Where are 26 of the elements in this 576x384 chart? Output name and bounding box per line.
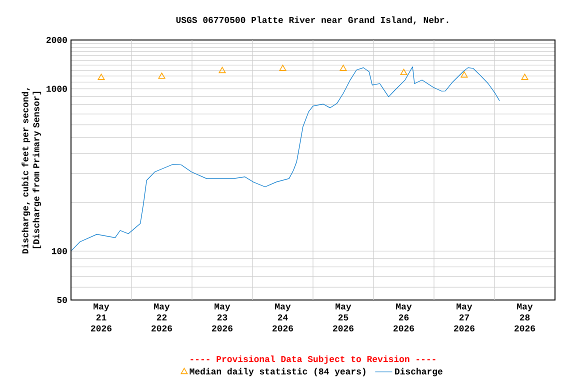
point [400, 68, 408, 76]
x-tick-label: May 23 2026 [212, 304, 233, 332]
x-tick-label: May 25 2026 [333, 304, 354, 332]
point [340, 64, 347, 71]
x-tick-label: May 21 2026 [91, 304, 112, 332]
x-tick-label: May 26 2026 [394, 304, 414, 332]
y-axis-title: Discharge, cubic feet per second, [Discharge from Primary Sensor] [22, 88, 42, 254]
y-tick-label: 1000 [46, 86, 67, 92]
point [460, 71, 468, 78]
point [279, 64, 286, 71]
text: ---- Provisional Data Subject to Revision ---- [190, 356, 436, 364]
point [521, 74, 528, 80]
chart-title: USGS 06770500 Platte River near Grand Island, Nebr. [176, 16, 448, 25]
y-tick-label: 50 [57, 296, 67, 304]
point [98, 74, 105, 80]
point [218, 66, 226, 74]
x-tick-label: May 22 2026 [152, 304, 172, 332]
x-tick-label: May 28 2026 [514, 304, 536, 332]
legend-label: Discharge [395, 368, 442, 376]
y-tick-label: 2000 [46, 36, 67, 44]
x-tick-label: May 27 2026 [454, 304, 475, 332]
point [158, 72, 166, 79]
line-series [71, 66, 500, 251]
legend-label: Median daily statistic (84 years) [190, 368, 366, 376]
y-tick-label: 100 [52, 248, 67, 254]
x-tick-label: May 24 2026 [272, 304, 294, 332]
